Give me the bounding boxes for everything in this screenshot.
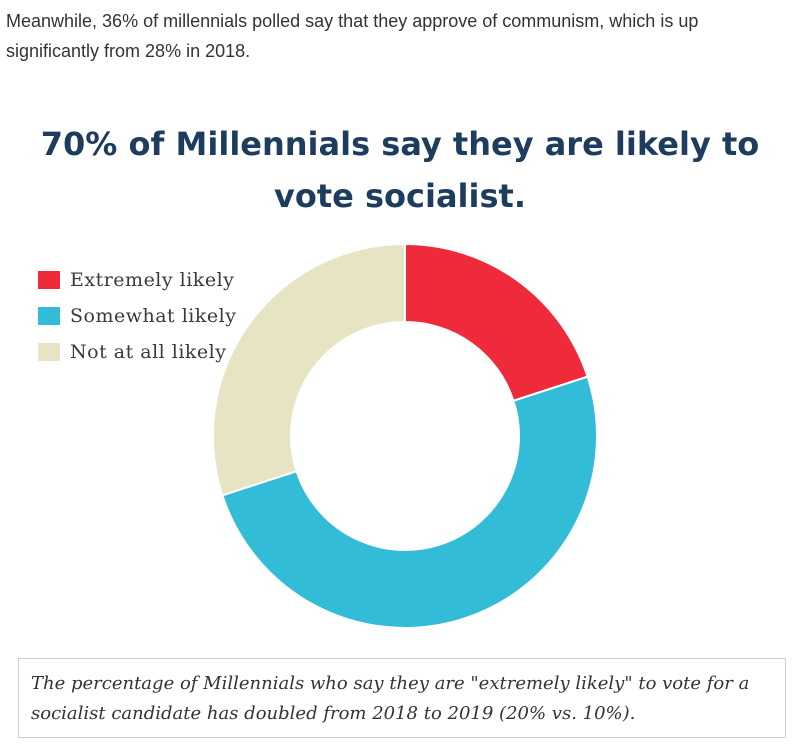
legend-swatch-extremely-likely bbox=[38, 271, 60, 289]
donut-slice-extremely-likely bbox=[404, 242, 589, 403]
chart-caption-box: The percentage of Millennials who say th… bbox=[18, 658, 786, 738]
donut-slice-not-at-all-likely bbox=[212, 242, 406, 497]
legend-item-somewhat-likely: Somewhat likely bbox=[38, 298, 236, 334]
legend-item-extremely-likely: Extremely likely bbox=[38, 262, 236, 298]
chart-title: 70% of Millennials say they are likely t… bbox=[40, 125, 760, 215]
legend-swatch-somewhat-likely bbox=[38, 307, 60, 325]
chart-caption-text: The percentage of Millennials who say th… bbox=[31, 673, 750, 724]
article-intro-text: Meanwhile, 36% of millennials polled say… bbox=[6, 11, 699, 61]
legend-label-somewhat-likely: Somewhat likely bbox=[70, 305, 237, 327]
legend-item-not-at-all-likely: Not at all likely bbox=[38, 334, 236, 370]
chart-legend: Extremely likely Somewhat likely Not at … bbox=[38, 262, 236, 370]
donut-slice-somewhat-likely bbox=[221, 375, 598, 629]
legend-swatch-not-at-all-likely bbox=[38, 343, 60, 361]
legend-label-not-at-all-likely: Not at all likely bbox=[70, 341, 227, 363]
legend-label-extremely-likely: Extremely likely bbox=[70, 269, 235, 291]
